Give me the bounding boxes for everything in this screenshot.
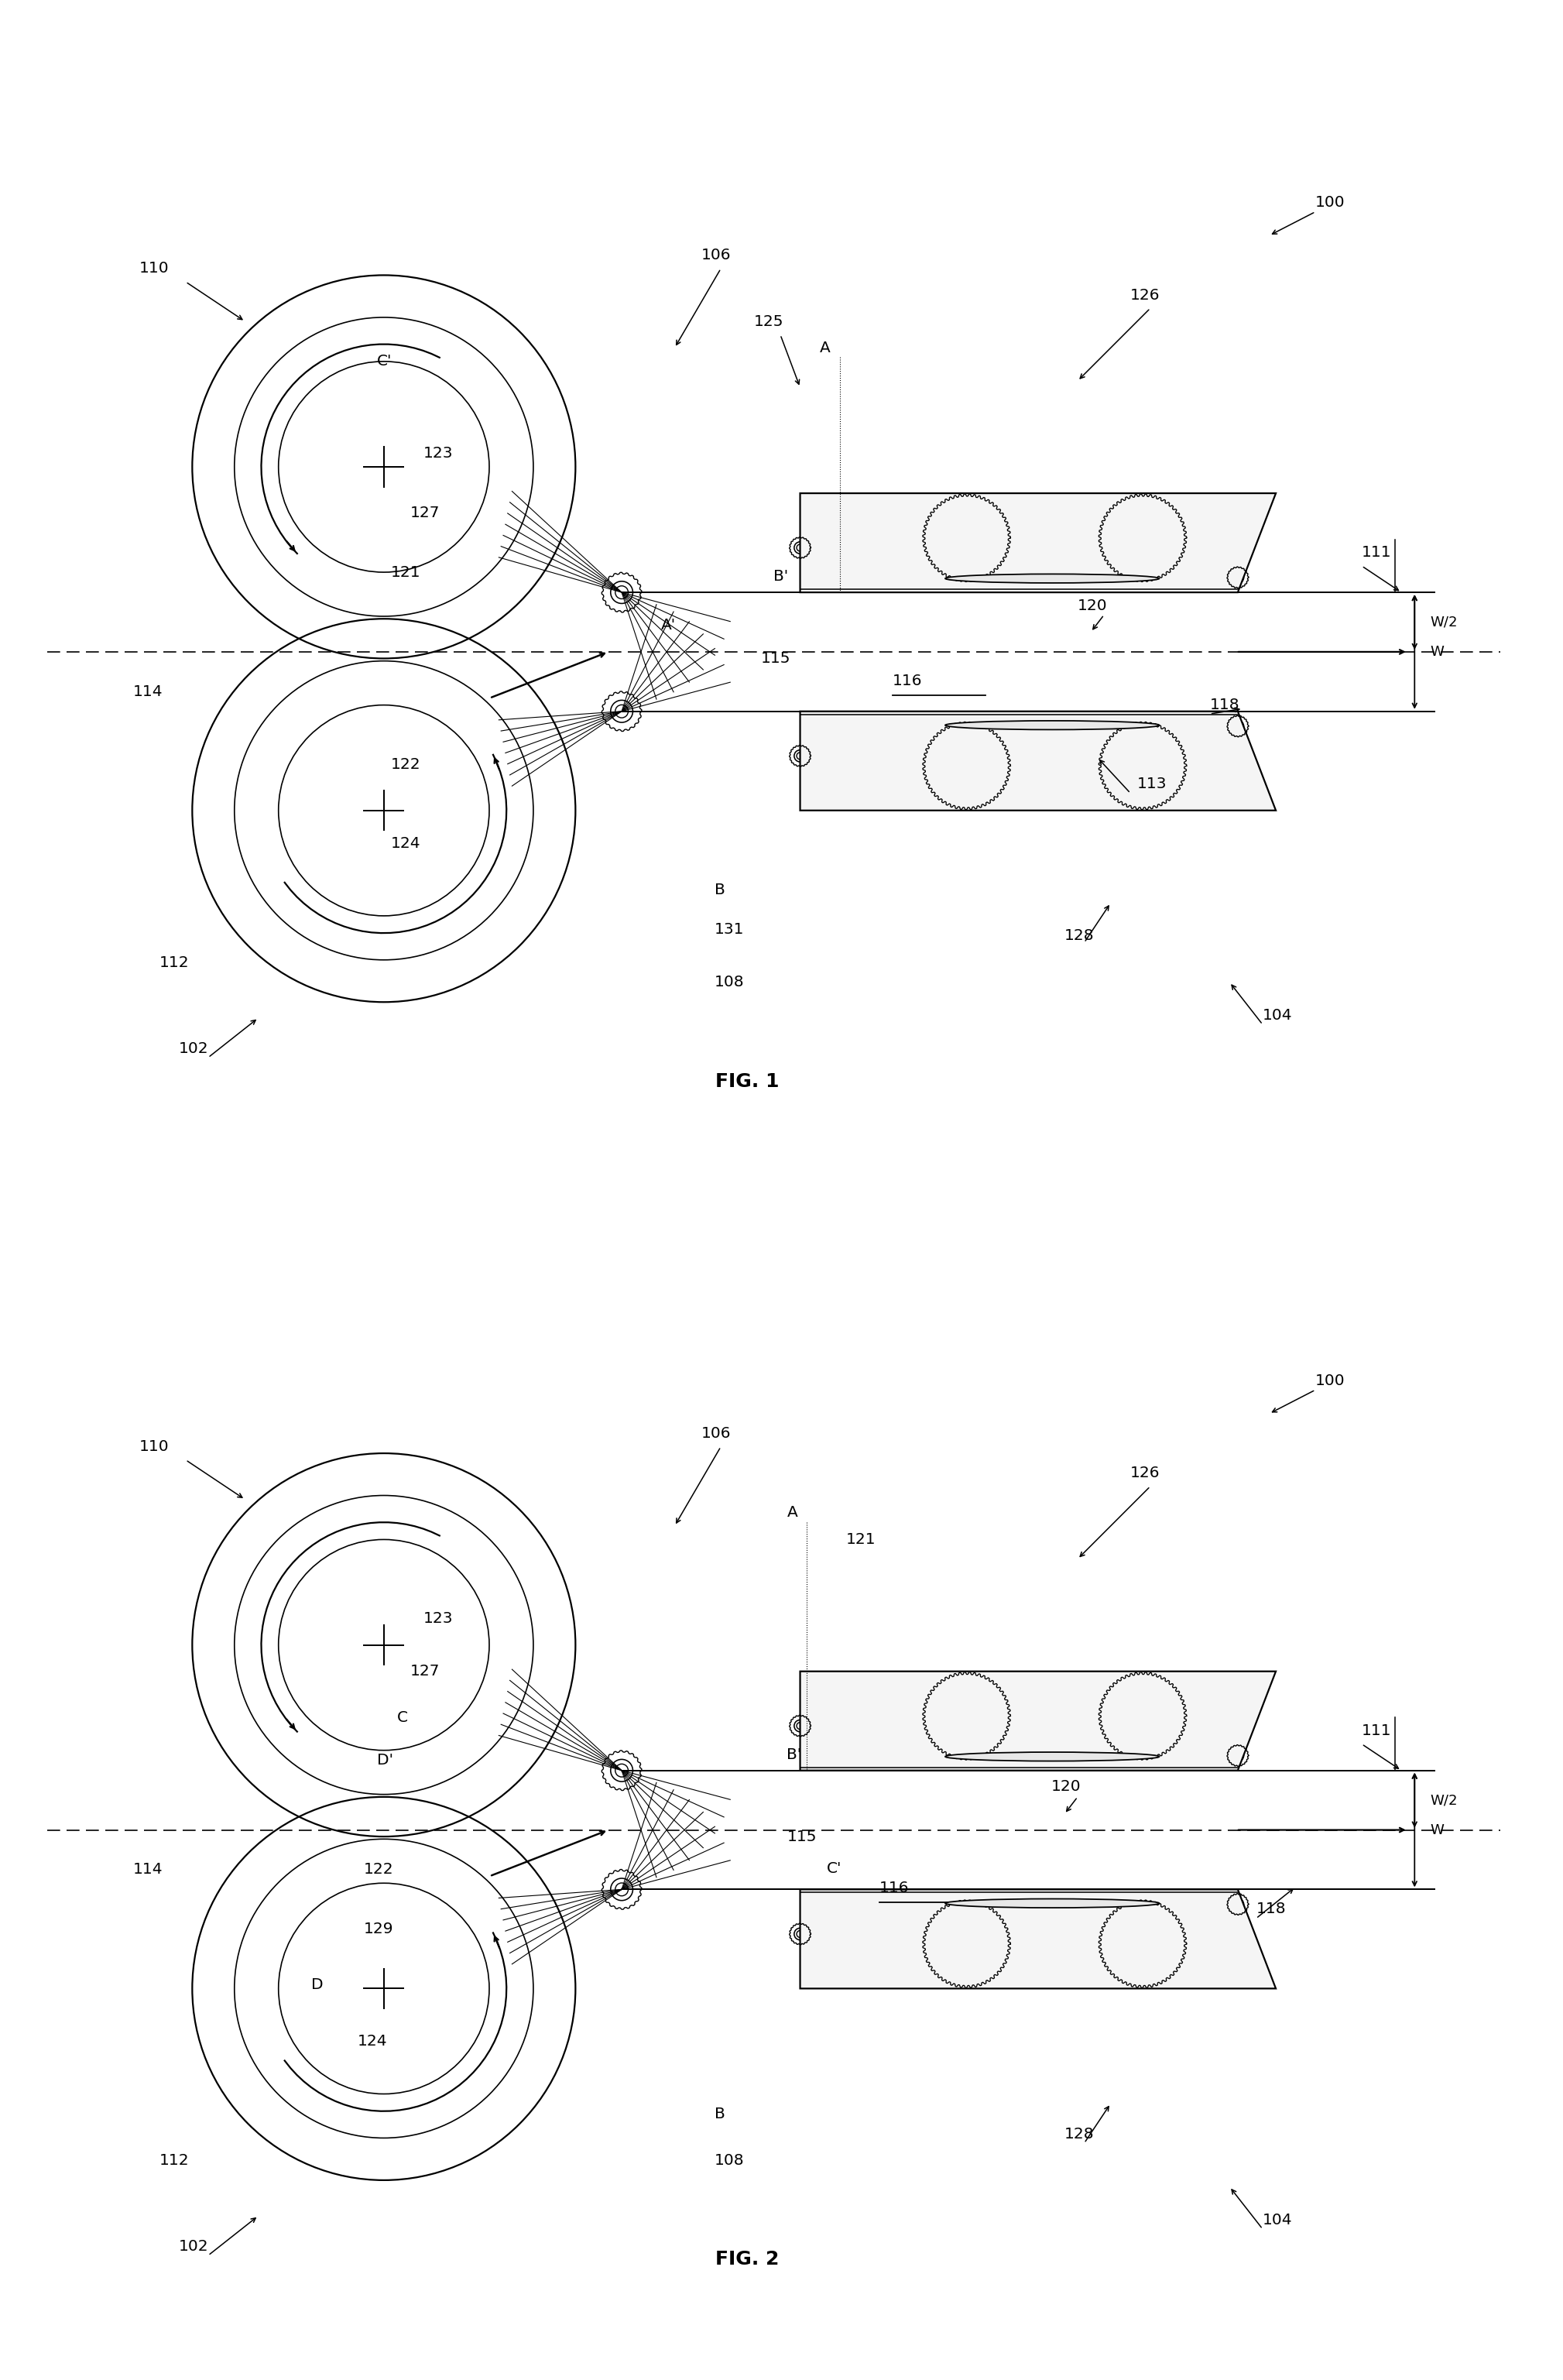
Text: C: C xyxy=(397,1711,408,1726)
Text: 114: 114 xyxy=(133,683,163,700)
Circle shape xyxy=(1232,1749,1244,1761)
Ellipse shape xyxy=(1128,519,1157,557)
Text: D: D xyxy=(311,1978,324,1992)
Ellipse shape xyxy=(952,745,982,785)
Text: 102: 102 xyxy=(180,1040,209,1057)
Text: 126: 126 xyxy=(1130,1466,1160,1480)
Text: 124: 124 xyxy=(358,2035,388,2049)
Text: B: B xyxy=(714,883,725,897)
Text: W/2: W/2 xyxy=(1430,614,1458,628)
Text: B: B xyxy=(714,2106,725,2121)
Text: 102: 102 xyxy=(180,2240,209,2254)
Ellipse shape xyxy=(946,1899,1160,1909)
Circle shape xyxy=(611,581,633,605)
Text: C': C' xyxy=(827,1861,841,1875)
Bar xyxy=(964,764,969,769)
Text: 118: 118 xyxy=(1210,697,1239,712)
Ellipse shape xyxy=(952,1697,982,1735)
Text: 112: 112 xyxy=(159,2154,189,2168)
Text: 123: 123 xyxy=(424,445,453,462)
Text: 128: 128 xyxy=(1064,2128,1094,2142)
Ellipse shape xyxy=(946,721,1160,731)
Text: 128: 128 xyxy=(1064,928,1094,942)
Text: 122: 122 xyxy=(364,1861,394,1878)
Text: 129: 129 xyxy=(364,1921,394,1937)
Text: 100: 100 xyxy=(1316,1373,1346,1388)
Text: D': D' xyxy=(377,1752,394,1768)
Text: 111: 111 xyxy=(1361,1723,1391,1737)
Text: 104: 104 xyxy=(1263,2213,1293,2228)
Text: W: W xyxy=(1430,1823,1444,1837)
Polygon shape xyxy=(800,712,1275,812)
Text: 122: 122 xyxy=(391,757,420,771)
Text: FIG. 1: FIG. 1 xyxy=(716,1071,780,1090)
Text: 104: 104 xyxy=(1263,1007,1293,1023)
Ellipse shape xyxy=(946,574,1160,583)
Circle shape xyxy=(794,750,807,762)
Circle shape xyxy=(1232,721,1244,733)
Circle shape xyxy=(611,1878,633,1902)
Text: C': C' xyxy=(377,355,392,369)
Ellipse shape xyxy=(1128,1697,1157,1735)
Text: A: A xyxy=(821,340,830,355)
Ellipse shape xyxy=(946,1752,1160,1761)
Bar xyxy=(964,1942,969,1947)
Text: 100: 100 xyxy=(1316,195,1346,209)
Text: W/2: W/2 xyxy=(1430,1792,1458,1806)
Text: B': B' xyxy=(774,569,788,583)
Text: 116: 116 xyxy=(880,1880,910,1894)
Text: 110: 110 xyxy=(139,1440,169,1454)
Text: 110: 110 xyxy=(139,262,169,276)
Text: 127: 127 xyxy=(411,505,441,521)
Text: 118: 118 xyxy=(1257,1902,1286,1916)
Ellipse shape xyxy=(1128,1923,1157,1964)
Bar xyxy=(1139,536,1146,540)
Text: 127: 127 xyxy=(411,1664,441,1678)
Text: 131: 131 xyxy=(714,921,744,938)
Bar xyxy=(1139,1942,1146,1947)
Text: A': A' xyxy=(661,619,677,633)
Text: A: A xyxy=(786,1507,797,1521)
Ellipse shape xyxy=(1128,745,1157,785)
Text: 111: 111 xyxy=(1361,545,1391,559)
Ellipse shape xyxy=(952,1923,982,1964)
Circle shape xyxy=(611,700,633,724)
Text: W: W xyxy=(1430,645,1444,659)
Text: 115: 115 xyxy=(761,652,791,666)
Text: 115: 115 xyxy=(786,1830,817,1844)
Ellipse shape xyxy=(952,519,982,557)
Circle shape xyxy=(794,1721,807,1733)
Text: 106: 106 xyxy=(702,1426,731,1440)
Polygon shape xyxy=(800,1671,1275,1771)
Text: 121: 121 xyxy=(847,1533,877,1547)
Text: 113: 113 xyxy=(1138,776,1168,793)
Text: 112: 112 xyxy=(159,954,189,969)
Text: 123: 123 xyxy=(424,1611,453,1626)
Circle shape xyxy=(794,1928,807,1940)
Text: 124: 124 xyxy=(391,835,420,850)
Text: 108: 108 xyxy=(714,2154,744,2168)
Text: 126: 126 xyxy=(1130,288,1160,302)
Bar xyxy=(964,1714,969,1718)
Text: 106: 106 xyxy=(702,248,731,262)
Bar xyxy=(1139,1714,1146,1718)
Text: 108: 108 xyxy=(714,976,744,990)
Circle shape xyxy=(1232,571,1244,583)
Circle shape xyxy=(611,1759,633,1783)
Circle shape xyxy=(794,543,807,555)
Text: 116: 116 xyxy=(892,674,922,688)
Text: 114: 114 xyxy=(133,1861,163,1878)
Polygon shape xyxy=(800,1890,1275,1990)
Bar xyxy=(1139,764,1146,769)
Bar xyxy=(964,536,969,540)
Text: 121: 121 xyxy=(391,564,420,581)
Text: FIG. 2: FIG. 2 xyxy=(716,2249,778,2268)
Text: 120: 120 xyxy=(1077,597,1108,614)
Text: 125: 125 xyxy=(753,314,783,328)
Circle shape xyxy=(1232,1899,1244,1911)
Text: 120: 120 xyxy=(1052,1778,1082,1795)
Text: B': B' xyxy=(786,1747,802,1761)
Polygon shape xyxy=(800,493,1275,593)
